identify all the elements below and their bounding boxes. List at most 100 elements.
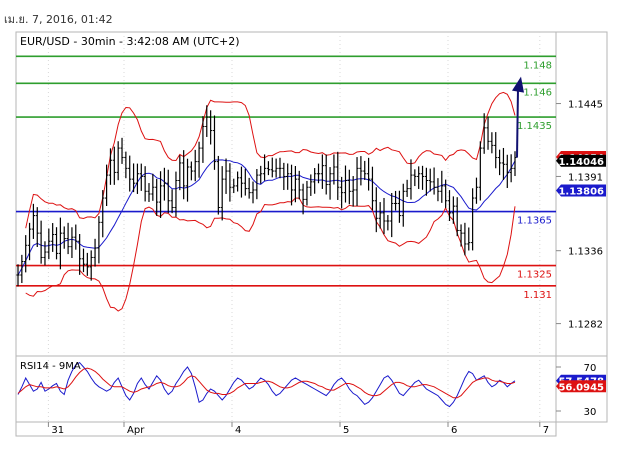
price-bar: [274, 158, 278, 178]
price-bar: [66, 222, 70, 255]
price-bar: [93, 238, 97, 267]
price-bar: [463, 222, 467, 256]
price-bar: [397, 190, 402, 223]
price-bar: [216, 155, 220, 215]
price-bar: [251, 181, 255, 204]
rsi-panel-frame: [15, 355, 557, 423]
price-bar: [166, 169, 170, 214]
chart-title: EUR/USD - 30min - 3:42:08 AM (UTC+2): [20, 35, 240, 48]
price-bar: [212, 115, 217, 170]
price-bar: [471, 188, 475, 251]
level-label-3: 1.1365: [517, 216, 552, 227]
price-bar: [262, 154, 267, 181]
price-bar: [89, 250, 93, 281]
price-bar: [420, 165, 425, 190]
y-tick-label-3: 1.1282: [568, 320, 603, 331]
price-bar: [155, 178, 159, 216]
price-bar: [393, 190, 398, 211]
price-bar: [24, 235, 28, 273]
price-bar: [209, 110, 213, 145]
price-bar: [401, 183, 405, 227]
price-bar: [270, 157, 274, 178]
price-bar: [386, 215, 390, 231]
price-bar: [382, 197, 386, 235]
price-bar: [128, 155, 132, 192]
moving-average-line: [17, 159, 516, 276]
price-bar: [467, 227, 471, 251]
rsi-tag-1-bg: [556, 380, 606, 393]
price-bar: [316, 163, 321, 184]
price-bar: [189, 161, 193, 181]
price-panel-frame: [15, 31, 557, 357]
price-bar: [359, 156, 363, 186]
price-bar: [332, 154, 336, 185]
price-bar: [228, 163, 232, 202]
price-bar: [51, 223, 55, 252]
price-bar: [201, 116, 205, 163]
price-bar: [243, 168, 247, 196]
price-bar: [101, 190, 105, 238]
price-bar: [313, 168, 317, 194]
rsi-axis-frame: [555, 355, 608, 423]
price-bar: [147, 183, 151, 202]
price-bar: [413, 169, 417, 187]
price-bar: [124, 151, 128, 179]
price-bar: [85, 252, 89, 276]
rsi-tag-1-label: 56.0945: [558, 382, 604, 393]
price-bar: [505, 154, 509, 189]
price-bar: [58, 217, 62, 270]
x-tick-label-1: Apr: [127, 425, 145, 436]
projection-arrow-head: [512, 76, 524, 93]
price-bar: [509, 154, 513, 183]
price-bar: [459, 224, 463, 247]
price-bar: [193, 149, 197, 182]
price-bar: [366, 157, 371, 191]
x-axis-frame: [15, 421, 557, 437]
price-bar: [255, 169, 259, 200]
price-bar: [182, 150, 186, 200]
price-bar: [297, 170, 301, 200]
price-bar: [440, 170, 444, 203]
price-bar: [374, 187, 378, 233]
price-bar: [120, 137, 124, 164]
price-bar: [105, 164, 109, 206]
x-tick-label-3: 5: [343, 425, 349, 436]
price-bar: [347, 169, 351, 205]
price-bar: [239, 166, 244, 198]
price-bar: [174, 171, 178, 217]
price-bar: [390, 193, 394, 238]
price-bar: [336, 151, 340, 200]
price-bar: [108, 148, 113, 185]
level-label-5: 1.131: [523, 290, 552, 301]
x-tick-label-5: 7: [543, 425, 549, 436]
rsi-tick-label-0: 70: [584, 363, 597, 374]
price-bar: [474, 177, 479, 204]
price-bar: [170, 189, 174, 214]
price-bar: [35, 207, 39, 247]
price-bar: [27, 222, 32, 261]
x-tick-label-2: 4: [235, 425, 241, 436]
price-bar: [131, 163, 136, 193]
price-bar: [424, 167, 428, 196]
price-bar: [81, 248, 86, 273]
price-bar: [278, 157, 282, 179]
price-bar: [490, 132, 494, 154]
level-label-1: 1.146: [523, 87, 552, 98]
price-bar: [494, 132, 498, 169]
price-bar: [305, 180, 309, 206]
price-tag-2-label: 1.13806: [558, 186, 604, 197]
price-bar: [409, 159, 413, 200]
price-bar: [282, 162, 286, 191]
price-bar: [78, 234, 82, 275]
price-bar: [135, 163, 140, 194]
price-bar: [266, 161, 271, 176]
price-bar: [197, 141, 201, 178]
bollinger-lower: [25, 197, 516, 312]
price-bar: [436, 178, 440, 202]
y-tick-label-2: 1.1336: [568, 247, 603, 258]
price-bar: [355, 157, 359, 207]
price-bar: [447, 190, 452, 222]
price-bar: [363, 160, 367, 180]
price-bar: [112, 146, 116, 185]
